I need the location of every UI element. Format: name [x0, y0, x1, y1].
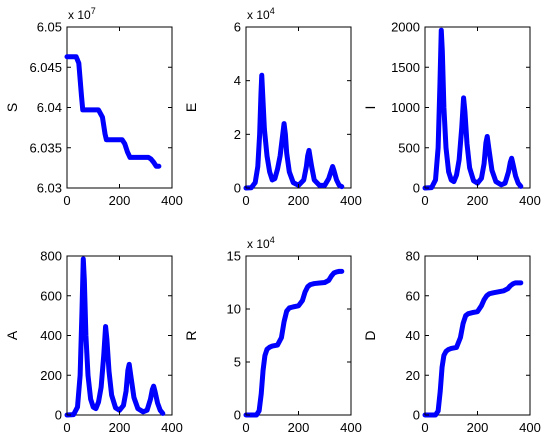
y-tick-label-a-2: 400	[40, 328, 62, 343]
y-tick-label-s-2: 6.04	[37, 100, 62, 115]
y-tick-label-e-3: 6	[234, 20, 241, 35]
y-tick-label-e-0: 0	[234, 181, 241, 196]
x-tick-label-a-2: 400	[161, 420, 183, 435]
y-tick-label-a-3: 600	[40, 288, 62, 303]
y-tick-label-r-3: 15	[227, 249, 241, 264]
y-tick-label-r-2: 10	[227, 302, 241, 317]
y-tick-label-i-3: 1500	[391, 60, 420, 75]
y-tick-label-d-2: 40	[406, 328, 420, 343]
y-tick-label-d-0: 0	[413, 408, 420, 423]
x-tick-label-d-2: 400	[519, 420, 541, 435]
x-tick-label-s-0: 0	[63, 193, 70, 208]
subplot-s: 0 200 400 6.03 6.035 6.04 6.045 6.05 x 107 S	[4, 6, 183, 208]
x-tick-label-d-0: 0	[421, 420, 428, 435]
y-tick-label-d-1: 20	[406, 368, 420, 383]
y-axis-label-r: R	[183, 330, 199, 340]
y-axis-label-s: S	[4, 103, 20, 112]
series-line-r-0	[243, 268, 345, 418]
series-line-a-0	[64, 256, 166, 418]
y-axis-label-d: D	[362, 330, 378, 340]
exponent-label-e: x 104	[247, 6, 275, 22]
x-tick-label-i-0: 0	[421, 193, 428, 208]
series-line-s-0	[64, 54, 162, 169]
y-tick-label-s-1: 6.035	[29, 140, 62, 155]
y-axis-label-a: A	[4, 330, 20, 340]
x-tick-label-s-2: 400	[161, 193, 183, 208]
y-tick-label-i-2: 1000	[391, 100, 420, 115]
x-tick-label-r-1: 200	[288, 420, 310, 435]
exponent-label-s: x 107	[68, 6, 96, 22]
x-tick-label-r-2: 400	[340, 420, 362, 435]
x-tick-label-i-1: 200	[467, 193, 489, 208]
y-tick-label-s-3: 6.045	[29, 60, 62, 75]
y-tick-label-a-0: 0	[55, 408, 62, 423]
y-tick-label-i-0: 0	[413, 181, 420, 196]
y-tick-label-s-4: 6.05	[37, 20, 62, 35]
series-line-i-0	[422, 27, 524, 191]
y-tick-label-i-4: 2000	[391, 20, 420, 35]
series-line-e-0	[243, 72, 345, 191]
subplot-e: 0 200 400 0 2 4 6 x 104 E	[183, 6, 362, 208]
x-tick-label-e-0: 0	[242, 193, 249, 208]
y-tick-label-a-1: 200	[40, 368, 62, 383]
subplot-d: 0 200 400 0 20 40 60 80 D	[362, 249, 541, 436]
y-tick-label-a-4: 800	[40, 249, 62, 264]
x-tick-label-e-2: 400	[340, 193, 362, 208]
x-tick-label-a-0: 0	[63, 420, 70, 435]
x-tick-label-i-2: 400	[519, 193, 541, 208]
y-tick-label-r-1: 5	[234, 355, 241, 370]
x-tick-label-e-1: 200	[288, 193, 310, 208]
y-tick-label-e-1: 2	[234, 127, 241, 142]
x-tick-label-a-1: 200	[109, 420, 131, 435]
subplot-i: 0 200 400 0 500 1000 1500 2000 I	[362, 20, 541, 209]
y-tick-label-d-4: 80	[406, 249, 420, 264]
y-tick-label-i-1: 500	[398, 140, 420, 155]
y-tick-label-e-2: 4	[234, 73, 241, 88]
subplot-r: 0 200 400 0 5 10 15 x 104 R	[183, 235, 362, 435]
y-tick-label-d-3: 60	[406, 288, 420, 303]
x-tick-label-s-1: 200	[109, 193, 131, 208]
series-line-d-0	[422, 280, 524, 418]
x-tick-label-d-1: 200	[467, 420, 489, 435]
exponent-label-r: x 104	[247, 235, 275, 251]
y-axis-label-i: I	[362, 106, 378, 110]
y-tick-label-r-0: 0	[234, 408, 241, 423]
y-tick-label-s-0: 6.03	[37, 181, 62, 196]
x-tick-label-r-0: 0	[242, 420, 249, 435]
y-axis-label-e: E	[183, 103, 199, 112]
subplot-a: 0 200 400 0 200 400 600 800 A	[4, 249, 183, 436]
